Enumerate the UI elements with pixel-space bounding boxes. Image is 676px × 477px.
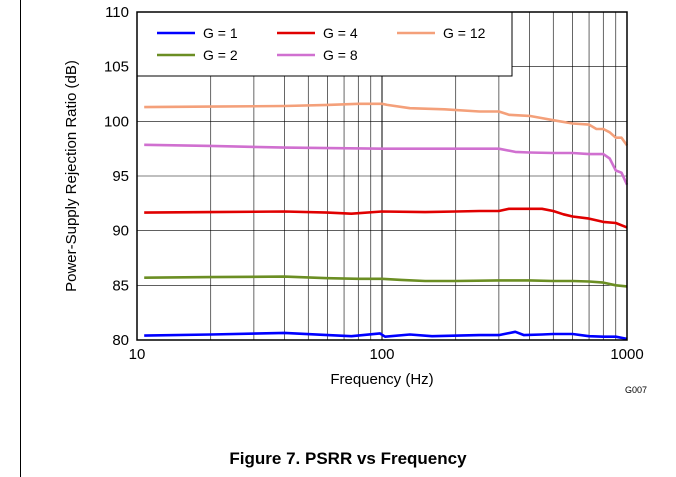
- y-tick-label: 110: [105, 4, 129, 21]
- y-tick-label: 80: [112, 332, 129, 349]
- x-axis-label: Frequency (Hz): [330, 371, 433, 388]
- psrr-chart: G = 1 G = 2 G = 4 G = 8 G = 12 80 85 90 95 100 10…: [63, 4, 647, 395]
- y-tick-label: 105: [104, 59, 129, 76]
- figure-code: G007: [625, 385, 647, 395]
- series-line-g12: [144, 102, 629, 147]
- series-line-g1: [144, 330, 628, 341]
- series-lines: [144, 102, 629, 341]
- tick-labels: 80 85 90 95 100 105 110 10 100 1000: [104, 4, 644, 363]
- y-tick-label: 90: [112, 223, 129, 240]
- legend-label-g2: G = 2: [203, 47, 238, 63]
- x-tick-label: 1000: [610, 346, 643, 363]
- legend-box: [136, 11, 513, 77]
- y-tick-label: 85: [112, 277, 129, 294]
- series-line-g4: [144, 207, 628, 229]
- legend: G = 1 G = 2 G = 4 G = 8 G = 12: [136, 11, 513, 77]
- series-line-g2: [144, 275, 628, 288]
- legend-label-g12: G = 12: [443, 25, 486, 41]
- x-tick-label: 10: [129, 346, 146, 363]
- series-line-g8: [144, 143, 629, 186]
- legend-label-g8: G = 8: [323, 47, 358, 63]
- figure-caption: Figure 7. PSRR vs Frequency: [229, 449, 467, 468]
- y-axis-label: Power-Supply Rejection Ratio (dB): [63, 60, 80, 292]
- legend-label-g4: G = 4: [323, 25, 358, 41]
- page-left-rule: [20, 0, 21, 477]
- y-tick-label: 100: [104, 113, 129, 130]
- y-tick-label: 95: [112, 168, 129, 185]
- plot-frame: [136, 11, 628, 341]
- legend-label-g1: G = 1: [203, 25, 238, 41]
- x-tick-label: 100: [369, 346, 394, 363]
